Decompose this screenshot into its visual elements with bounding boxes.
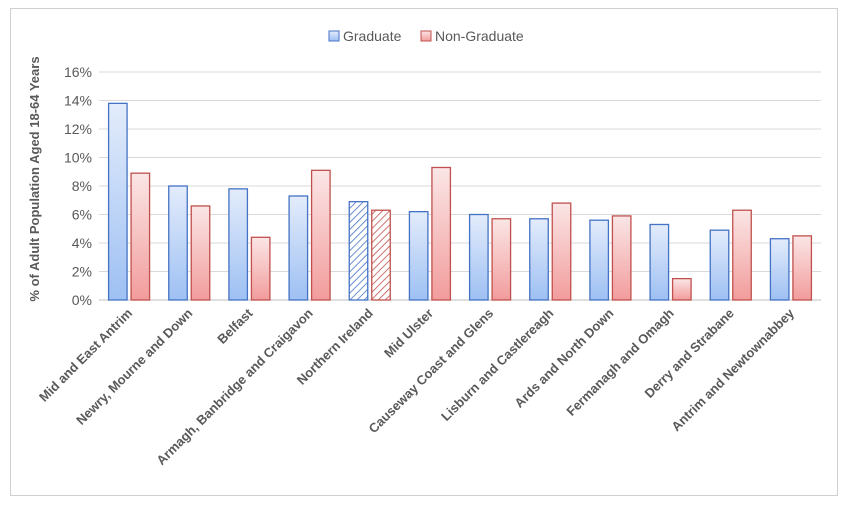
bar-graduate xyxy=(589,219,610,301)
y-tick-label: 6% xyxy=(72,207,92,223)
y-tick-label: 12% xyxy=(64,121,92,137)
bar-graduate xyxy=(107,102,128,301)
bar-non-graduate xyxy=(371,209,391,301)
y-tick-label: 10% xyxy=(64,150,92,166)
bar-non-graduate xyxy=(611,215,632,301)
bar-non-graduate xyxy=(792,235,813,301)
bar-non-graduate xyxy=(130,172,151,301)
bar-non-graduate xyxy=(431,166,452,301)
y-axis-title: % of Adult Population Aged 18-64 Years xyxy=(27,56,42,301)
bar-non-graduate xyxy=(250,236,271,301)
x-tick-label: Antrim and Newtownabbey xyxy=(668,305,797,434)
legend-label-non-graduate: Non-Graduate xyxy=(435,28,524,44)
x-tick-label: Ards and North Down xyxy=(511,305,616,410)
y-axis-ticks: 0% 2% 4% 6% 8% 10% 12% 14% 16% xyxy=(64,64,92,308)
x-tick-label: Lisburn and Castlereagh xyxy=(438,305,556,423)
x-tick-label: Belfast xyxy=(214,305,256,347)
bars xyxy=(107,102,813,301)
y-tick-label: 2% xyxy=(72,264,92,280)
x-tick-label: Causeway Coast and Glens xyxy=(366,306,497,437)
legend-swatch-graduate xyxy=(328,30,340,42)
bar-graduate xyxy=(769,238,790,301)
y-tick-label: 0% xyxy=(72,292,92,308)
bar-non-graduate xyxy=(190,205,211,301)
legend-swatch-non-graduate xyxy=(420,30,432,42)
y-tick-label: 16% xyxy=(64,64,92,80)
x-tick-label: Mid Ulster xyxy=(381,306,436,361)
legend: Graduate Non-Graduate xyxy=(328,28,524,44)
y-tick-label: 8% xyxy=(72,178,92,194)
bar-graduate xyxy=(408,210,429,301)
bar-graduate xyxy=(649,223,670,301)
bar-chart: Graduate Non-Graduate % of Adult Populat… xyxy=(27,28,821,468)
bar-non-graduate xyxy=(732,209,752,301)
chart-frame: Graduate Non-Graduate % of Adult Populat… xyxy=(10,8,838,496)
x-tick-label: Fermanagh and Omagh xyxy=(563,305,676,418)
y-tick-label: 14% xyxy=(64,93,92,109)
bar-graduate xyxy=(228,188,249,301)
bar-non-graduate xyxy=(491,218,512,301)
bar-graduate xyxy=(468,213,489,301)
bar-non-graduate xyxy=(551,202,572,301)
gridlines xyxy=(99,71,821,301)
bar-graduate xyxy=(529,218,549,301)
bar-graduate xyxy=(348,201,369,301)
bar-graduate xyxy=(288,195,309,301)
bar-non-graduate xyxy=(671,277,692,301)
bar-graduate xyxy=(709,229,730,301)
legend-label-graduate: Graduate xyxy=(343,28,402,44)
bar-non-graduate xyxy=(310,169,331,301)
bar-graduate xyxy=(168,185,188,301)
x-tick-label: Newry, Mourne and Down xyxy=(73,305,195,427)
y-tick-label: 4% xyxy=(72,235,92,251)
